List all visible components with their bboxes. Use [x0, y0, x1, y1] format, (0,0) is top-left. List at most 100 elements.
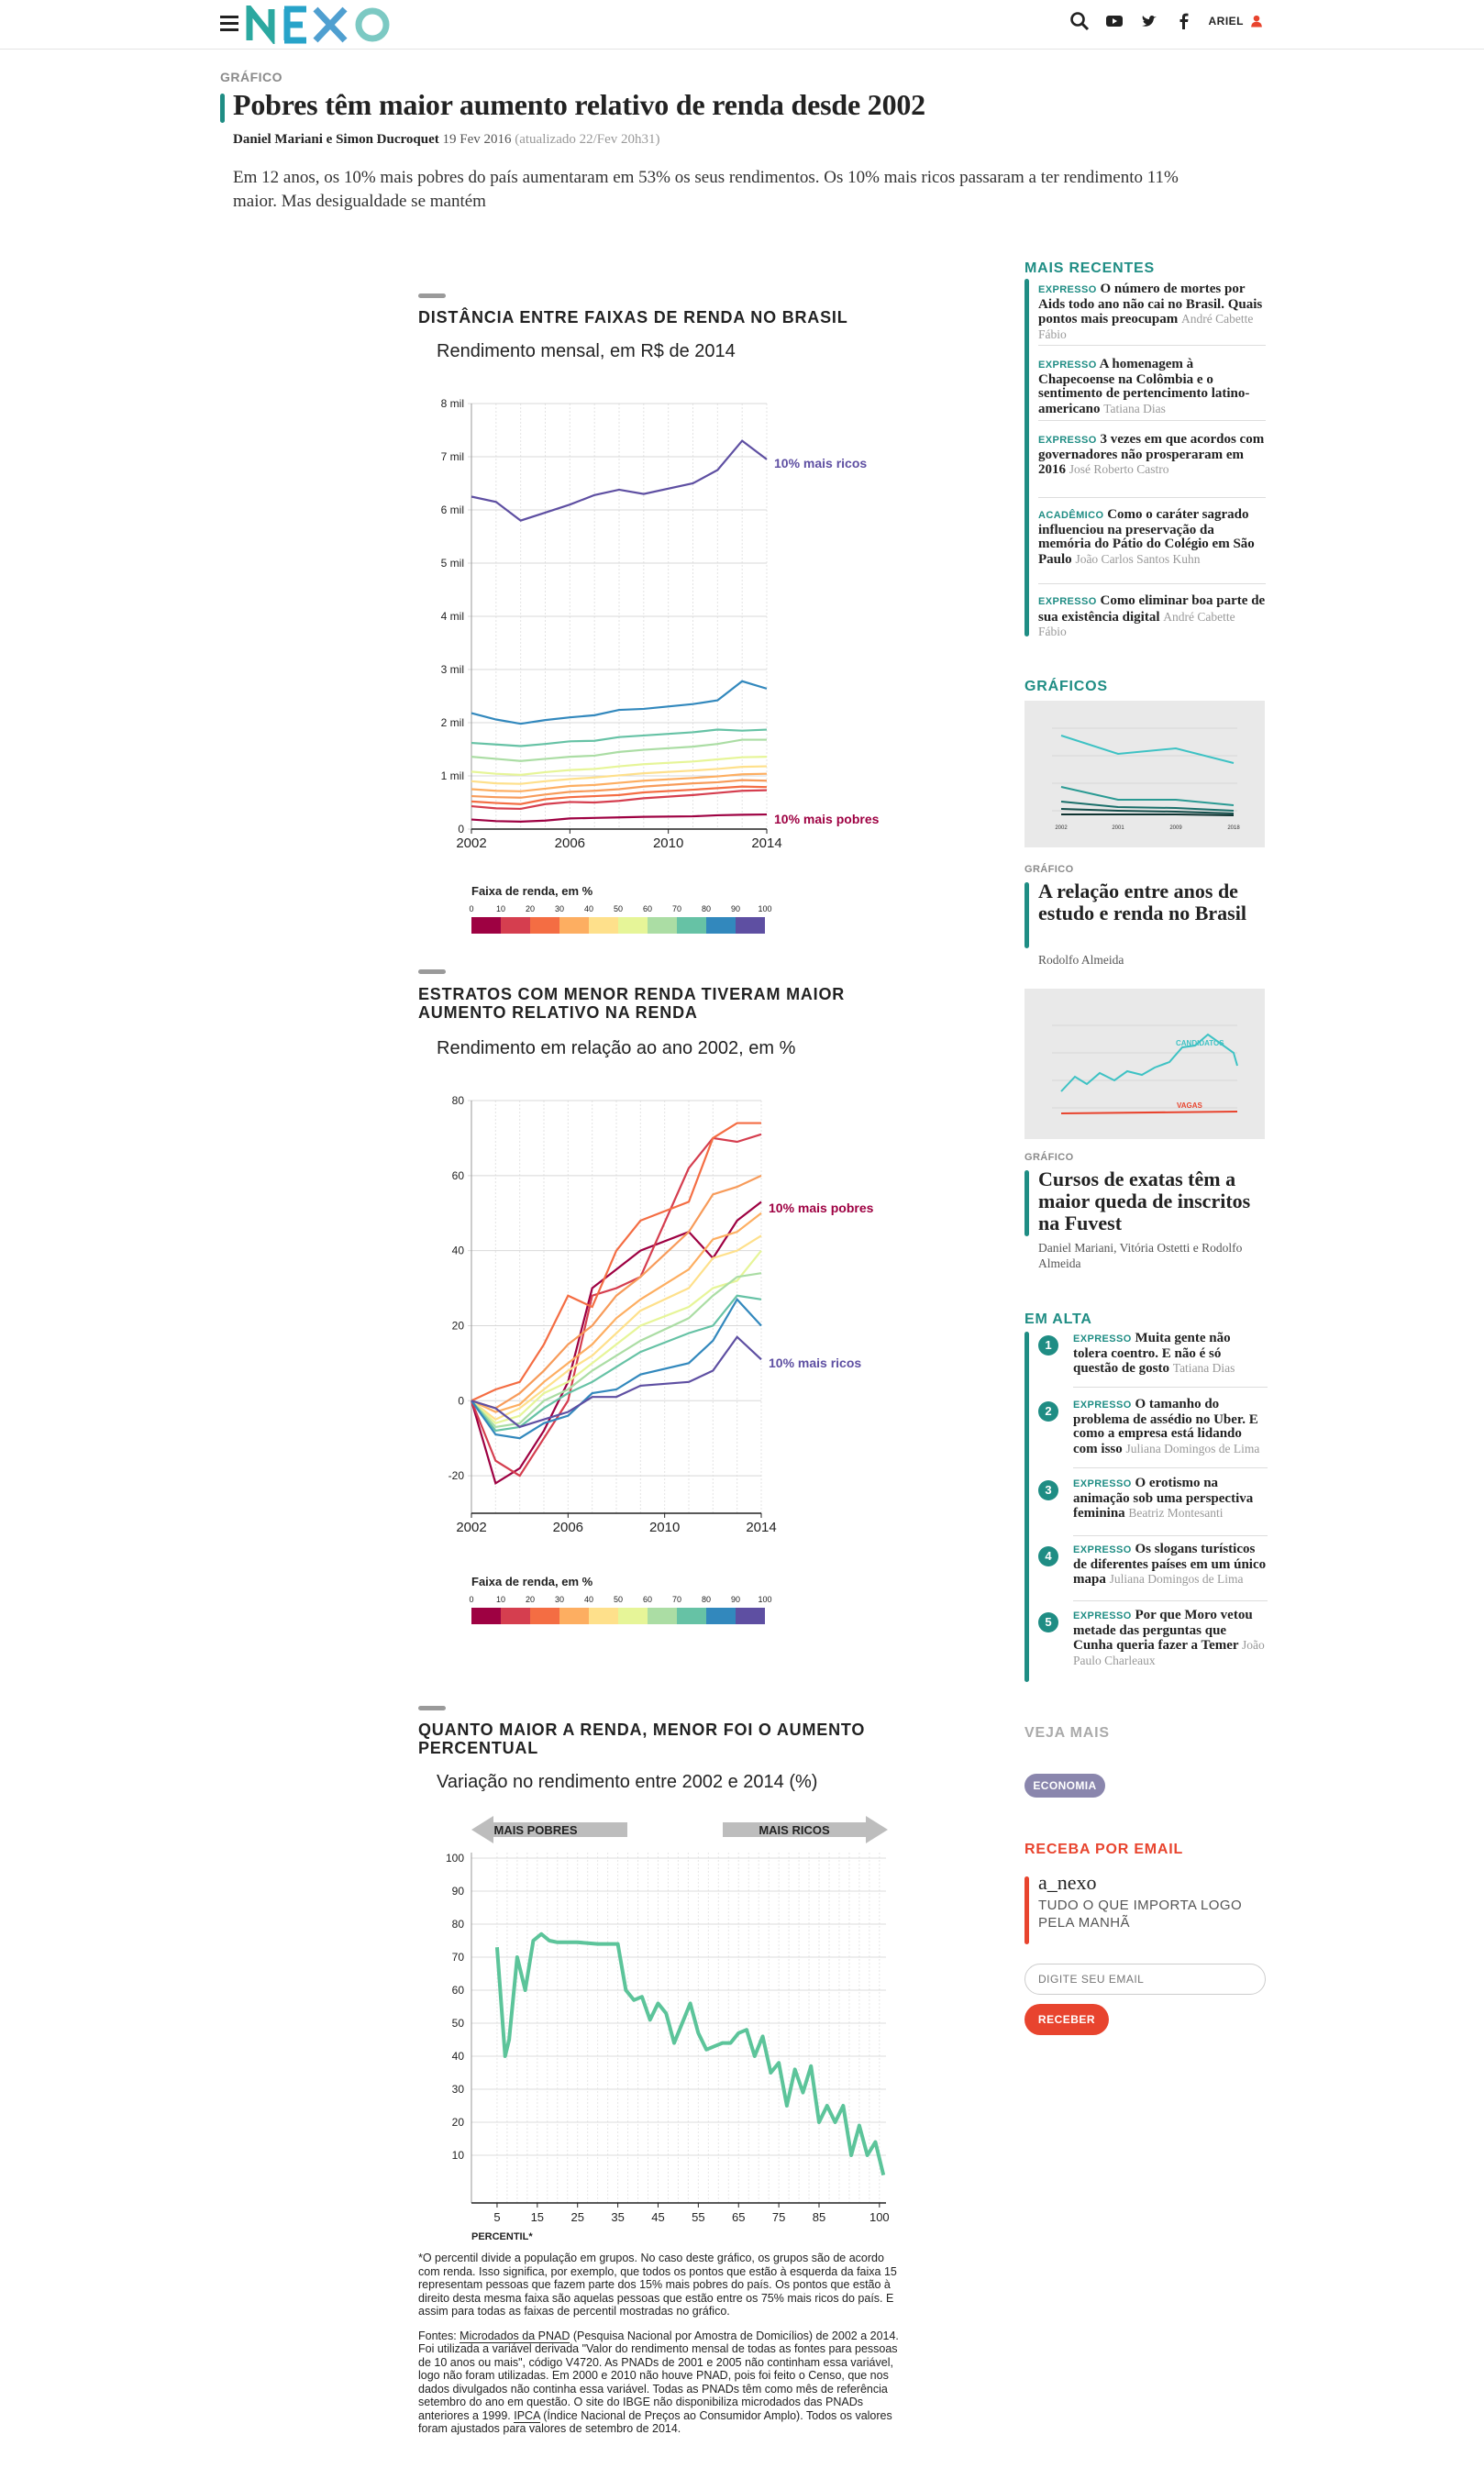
divider	[1073, 1600, 1268, 1601]
divider	[1038, 420, 1266, 421]
user-name[interactable]: ARIEL	[1208, 15, 1244, 28]
twitter-icon[interactable]	[1139, 11, 1159, 31]
item-headline[interactable]: Como eliminar boa parte de sua existênci…	[1038, 593, 1266, 625]
legend-swatch	[618, 1608, 648, 1624]
y-tick-label: 100	[446, 1852, 464, 1865]
legend-swatch	[736, 917, 765, 934]
newsletter-description: TUDO O QUE IMPORTA LOGO PELA MANHÃ	[1038, 1898, 1243, 1931]
item-author: João Carlos Santos Kuhn	[1075, 551, 1201, 566]
legend-tick-label: 70	[672, 904, 681, 913]
x-tick-label: 55	[692, 2210, 704, 2224]
tag-economia[interactable]: ECONOMIA	[1024, 1774, 1105, 1798]
legend-tick-label: 50	[614, 1595, 623, 1604]
x-tick-label: 2002	[456, 836, 486, 851]
series-end-label: 10% mais ricos	[769, 1356, 861, 1370]
chart1-plot: 0 1 mil 2 mil 3 mil 4 mil 5 mil 6 mil 7 mil 8 mi…	[441, 397, 880, 934]
subscribe-button[interactable]: RECEBER	[1024, 2004, 1109, 2035]
x-tick-label: 2010	[649, 1520, 680, 1535]
recentes-heading: MAIS RECENTES	[1024, 260, 1155, 276]
item-headline[interactable]: Muita gente não tolera coentro. E não é …	[1073, 1331, 1231, 1376]
alta-item[interactable]: EXPRESSO Muita gente não tolera coentro.…	[1073, 1331, 1268, 1377]
rank-badge: 4	[1038, 1546, 1058, 1566]
chart1-title: DISTÂNCIA ENTRE FAIXAS DE RENDA NO BRASI…	[418, 308, 848, 326]
grafico-thumbnail-2[interactable]: CANDIDATOS VAGAS	[1024, 989, 1265, 1139]
youtube-icon[interactable]	[1104, 11, 1124, 31]
graficos-heading: GRÁFICOS	[1024, 679, 1108, 694]
legend-swatch	[501, 1608, 530, 1624]
chart2-subtitle: Rendimento em relação ao ano 2002, em %	[437, 1038, 796, 1058]
user-icon[interactable]	[1249, 14, 1264, 28]
series-line	[471, 789, 768, 811]
legend-swatch	[559, 1608, 589, 1624]
legend-tick-label: 60	[643, 904, 652, 913]
series-line	[471, 728, 768, 747]
item-headline[interactable]: O erotismo na animação sob uma perspecti…	[1073, 1476, 1254, 1521]
x-tick-label: 25	[570, 2210, 583, 2224]
grafico-author: Rodolfo Almeida	[1038, 953, 1124, 967]
sources-end: (Índice Nacional de Preços ao Consumidor…	[418, 2408, 892, 2436]
alta-item[interactable]: EXPRESSO O tamanho do problema de assédi…	[1073, 1397, 1268, 1456]
recentes-item[interactable]: EXPRESSO 3 vezes em que acordos com gove…	[1038, 432, 1266, 478]
authors[interactable]: Daniel Mariani e Simon Ducroquet	[233, 132, 439, 147]
item-headline[interactable]: Como o caráter sagrado influenciou na pr…	[1038, 507, 1255, 567]
newsletter-accent-bar	[1024, 1876, 1029, 1944]
facebook-icon[interactable]	[1174, 11, 1194, 31]
item-headline[interactable]: O tamanho do problema de assédio no Uber…	[1073, 1397, 1258, 1456]
thumb-label: CANDIDATOS	[1176, 1039, 1224, 1047]
item-headline[interactable]: Os slogans turísticos de diferentes país…	[1073, 1542, 1267, 1587]
thumb-tick: 2009	[1169, 825, 1182, 831]
grafico-title[interactable]: A relação entre anos de estudo e renda n…	[1038, 880, 1246, 924]
legend-swatch	[736, 1608, 765, 1624]
item-headline[interactable]: 3 vezes em que acordos com governadores …	[1038, 432, 1265, 477]
recentes-item[interactable]: EXPRESSO O número de mortes por Aids tod…	[1038, 282, 1266, 342]
x-tick-label: 65	[732, 2210, 745, 2224]
alta-item[interactable]: EXPRESSO Os slogans turísticos de difere…	[1073, 1542, 1268, 1588]
menu-icon[interactable]	[220, 16, 238, 32]
y-tick-label: 90	[452, 1885, 465, 1898]
recentes-item[interactable]: ACADÊMICO Como o caráter sagrado influen…	[1038, 507, 1266, 567]
grafico-title[interactable]: Cursos de exatas têm a maior queda de in…	[1038, 1168, 1251, 1234]
x-tick-label: 2006	[553, 1520, 583, 1535]
y-tick-label: 0	[458, 823, 464, 836]
grafico-accent-bar	[1024, 882, 1029, 948]
item-headline[interactable]: O número de mortes por Aids todo ano não…	[1038, 282, 1263, 326]
series-end-label: 10% mais pobres	[774, 812, 880, 826]
sources-label: Fontes:	[418, 2329, 460, 2342]
email-input[interactable]	[1024, 1964, 1266, 1995]
pnad-link[interactable]: Microdados da PNAD	[460, 2329, 570, 2343]
legend-tick-label: 90	[731, 1595, 740, 1604]
item-headline[interactable]: Por que Moro vetou metade das perguntas …	[1073, 1608, 1253, 1653]
x-tick-label: 2006	[555, 836, 585, 851]
series-line	[494, 1931, 886, 2176]
x-tick-label: 100	[869, 2210, 890, 2224]
x-tick-label: 2014	[746, 1520, 776, 1535]
nexo-logo[interactable]	[246, 6, 393, 44]
chart3-title: QUANTO MAIOR A RENDA, MENOR FOI O AUMENT…	[418, 1721, 866, 1757]
legend-swatch	[501, 917, 530, 934]
grafico-thumbnail-1[interactable]: 2002 2001 2009 2018	[1024, 701, 1265, 847]
legend-swatch	[589, 917, 618, 934]
legend-tick-label: 30	[555, 904, 564, 913]
legend-tick-label: 80	[702, 904, 711, 913]
y-tick-label: 60	[452, 1984, 465, 1997]
y-tick-label: 80	[452, 1918, 465, 1931]
recentes-item[interactable]: EXPRESSO A homenagem à Chapecoense na Co…	[1038, 357, 1266, 416]
alta-item[interactable]: EXPRESSO O erotismo na animação sob uma …	[1073, 1476, 1268, 1522]
chart3-subtitle: Variação no rendimento entre 2002 e 2014…	[437, 1772, 818, 1792]
x-tick-label: 85	[813, 2210, 825, 2224]
title-accent-bar	[220, 94, 225, 123]
chart1-header-bar	[418, 293, 446, 298]
y-tick-label: 80	[452, 1094, 465, 1107]
ipca-link[interactable]: IPCA	[514, 2408, 540, 2423]
item-tag: EXPRESSO	[1073, 1544, 1132, 1555]
item-headline[interactable]: A homenagem à Chapecoense na Colômbia e …	[1038, 357, 1250, 416]
recentes-item[interactable]: EXPRESSO Como eliminar boa parte de sua …	[1038, 593, 1266, 640]
arrow-right-label: MAIS RICOS	[759, 1823, 830, 1837]
series-line	[471, 1122, 761, 1402]
alta-item[interactable]: EXPRESSO Por que Moro vetou metade das p…	[1073, 1608, 1268, 1668]
y-tick-label: 3 mil	[441, 663, 464, 676]
chart3-header-bar	[418, 1706, 446, 1710]
search-icon[interactable]	[1069, 11, 1090, 31]
top-bar: ARIEL	[0, 0, 1484, 50]
y-tick-label: 5 mil	[441, 557, 464, 570]
